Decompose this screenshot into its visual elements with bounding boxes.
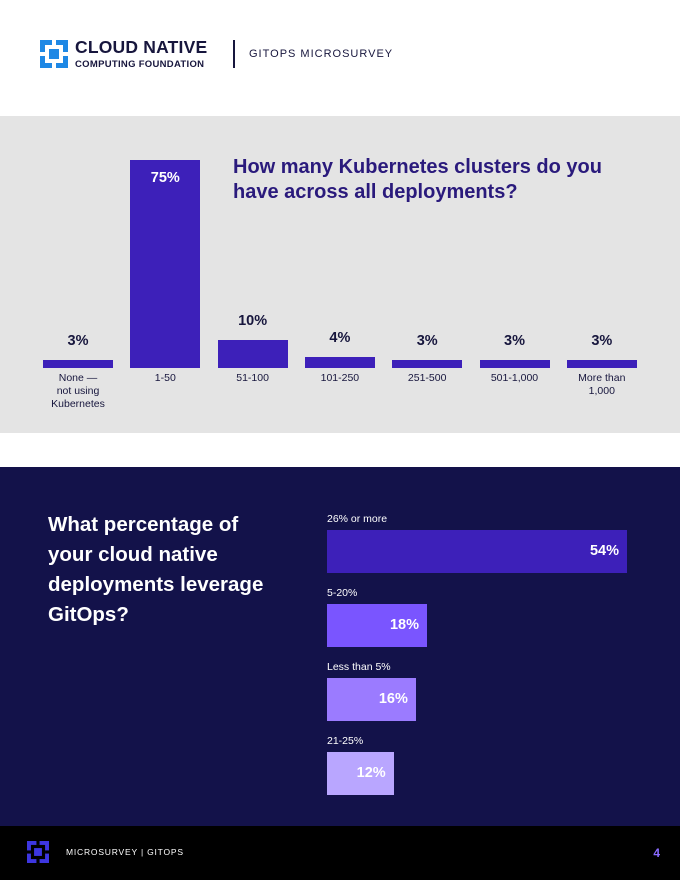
bar	[43, 359, 113, 368]
bar	[479, 359, 550, 368]
brand-name: CLOUD NATIVE COMPUTING FOUNDATION	[75, 37, 208, 70]
category-label: 501-1,000	[490, 372, 539, 384]
cncf-logo-icon	[27, 841, 49, 863]
category-label: 5-20%	[327, 587, 358, 599]
brand-line2: COMPUTING FOUNDATION	[75, 58, 205, 70]
data-label: 3%	[416, 332, 438, 349]
bar	[304, 356, 375, 368]
data-label: 10%	[238, 313, 268, 330]
category-label: None — not using Kubernetes	[51, 372, 105, 410]
page-number: 4	[653, 846, 660, 860]
footer-text: MICROSURVEY | GITOPS	[66, 847, 184, 857]
data-label: 54%	[589, 543, 619, 559]
category-label: 51-100	[236, 372, 269, 384]
category-label: 21-25%	[327, 735, 364, 747]
category-label: 101-250	[320, 372, 360, 384]
bar	[130, 160, 201, 368]
bar	[392, 359, 463, 368]
bar	[566, 359, 637, 368]
data-label: 18%	[389, 617, 419, 633]
category-label: 26% or more	[327, 513, 388, 525]
gitops-chart-panel: What percentage of your cloud native dep…	[0, 467, 680, 826]
bar: 16%	[327, 678, 416, 721]
category-label: 251-500	[407, 372, 447, 384]
data-label: 16%	[378, 691, 408, 707]
page-footer: MICROSURVEY | GITOPS 4	[0, 826, 680, 880]
bar: 54%	[327, 530, 627, 573]
clusters-chart-title: How many Kubernetes clusters do you have…	[233, 156, 602, 203]
category-label: Less than 5%	[327, 661, 391, 673]
data-label: 3%	[591, 332, 613, 349]
gitops-chart-title: What percentage of your cloud native dep…	[48, 513, 264, 626]
category-label: More than 1,000	[578, 372, 626, 397]
header-divider	[233, 40, 235, 68]
page-header: CLOUD NATIVE COMPUTING FOUNDATION GITOPS…	[0, 0, 680, 116]
bar: 18%	[327, 604, 427, 647]
bar: 12%	[327, 752, 394, 795]
data-label: 3%	[504, 332, 525, 349]
bar	[217, 340, 288, 368]
clusters-chart-panel: How many Kubernetes clusters do you have…	[0, 116, 680, 433]
cncf-logo-icon	[40, 40, 68, 68]
data-label: 75%	[150, 170, 180, 186]
data-label: 4%	[329, 329, 351, 346]
brand-line1: CLOUD NATIVE	[75, 37, 208, 57]
data-label: 3%	[67, 332, 89, 349]
category-label: 1-50	[154, 372, 176, 384]
header-subtitle: GITOPS MICROSURVEY	[249, 48, 394, 60]
data-label: 12%	[356, 765, 386, 781]
